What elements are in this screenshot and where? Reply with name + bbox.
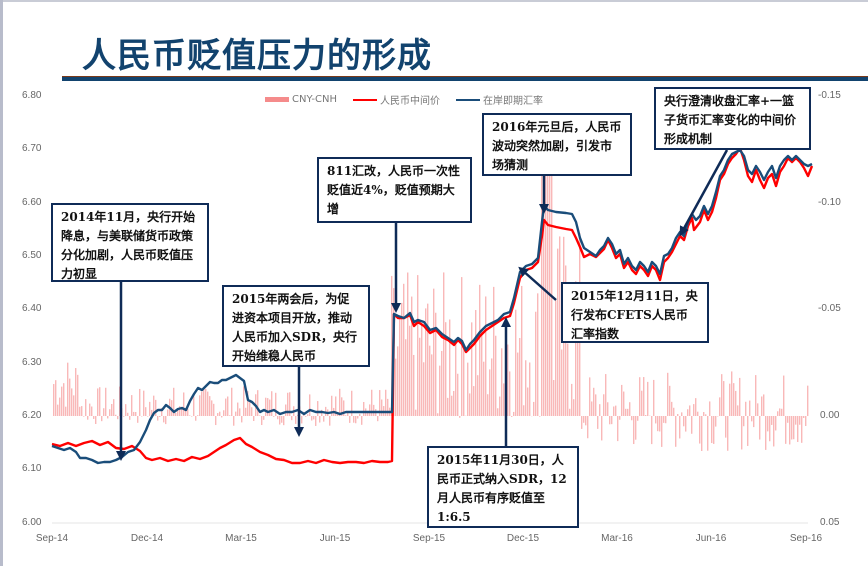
annotation-box-a2: 2015年两会后，为促进资本项目开放，推动人民币加入SDR，央行开始维稳人民币 [222,285,370,367]
annotation-box-a1: 2014年11月，央行开始降息，与美联储货币政策分化加剧，人民币贬值压力初显 [51,203,209,282]
top-border [0,0,868,2]
annotation-box-a4: 2015年11月30日，人民币正式纳入SDR，12月人民币有序贬值至1:6.5 [427,446,579,528]
x-axis-tick: Jun-15 [319,533,351,544]
legend-item-onshore-spot: 在岸即期汇率 [455,92,543,107]
x-axis-tick: Dec-14 [130,533,164,544]
legend-label: 人民币中间价 [379,96,440,107]
legend-label: 在岸即期汇率 [482,96,543,107]
left-axis-tick: 6.20 [22,410,42,421]
left-axis-tick: 6.60 [22,197,42,208]
right-axis-tick: 0.05 [820,517,840,528]
annotation-box-a3: 811汇改，人民币一次性贬值近4%，贬值预期大增 [317,157,472,223]
right-axis-tick: -0.05 [818,303,841,314]
x-axis-tick: Mar-16 [601,533,633,544]
legend-swatch-line [455,98,480,101]
left-axis-tick: 6.80 [22,90,42,101]
left-axis-tick: 6.00 [22,517,42,528]
x-axis-tick: Dec-15 [506,533,540,544]
left-axis-tick: 6.50 [22,250,42,261]
legend-label: CNY-CNH [292,94,337,105]
left-axis-tick: 6.40 [22,303,42,314]
arrow-a7 [679,149,729,237]
x-axis-tick: Sep-15 [412,533,446,544]
x-axis-tick: Mar-15 [225,533,257,544]
right-axis-tick: 0.00 [820,410,840,421]
x-axis-tick: Jun-16 [695,533,727,544]
x-axis-tick: Sep-16 [789,533,823,544]
legend-swatch-line [352,98,377,101]
page-title: 人民币贬值压力的形成 [82,36,432,76]
left-axis-tick: 6.30 [22,357,42,368]
chart-legend: CNY-CNH 人民币中间价 在岸即期汇率 [265,92,543,107]
legend-item-cny-cnh: CNY-CNH [265,94,337,105]
left-axis-tick: 6.10 [22,463,42,474]
right-axis-tick: -0.10 [818,197,841,208]
annotation-box-a7: 央行澄清收盘汇率+一篮子货币汇率变化的中间价形成机制 [654,87,811,150]
legend-swatch-bar [265,97,289,102]
annotation-box-a5: 2015年12月11日，央行发布CFETS人民币汇率指数 [561,282,709,343]
title-underline [62,76,868,81]
left-border [0,0,3,566]
onshore-spot-line [51,148,813,465]
annotation-box-a6: 2016年元旦后，人民币波动突然加剧，引发市场猜测 [482,113,632,176]
arrow-a5 [518,266,557,301]
x-axis-tick: Sep-14 [35,533,69,544]
right-axis-tick: -0.15 [818,90,841,101]
left-axis-tick: 6.70 [22,143,42,154]
legend-item-central-parity: 人民币中间价 [352,92,440,107]
